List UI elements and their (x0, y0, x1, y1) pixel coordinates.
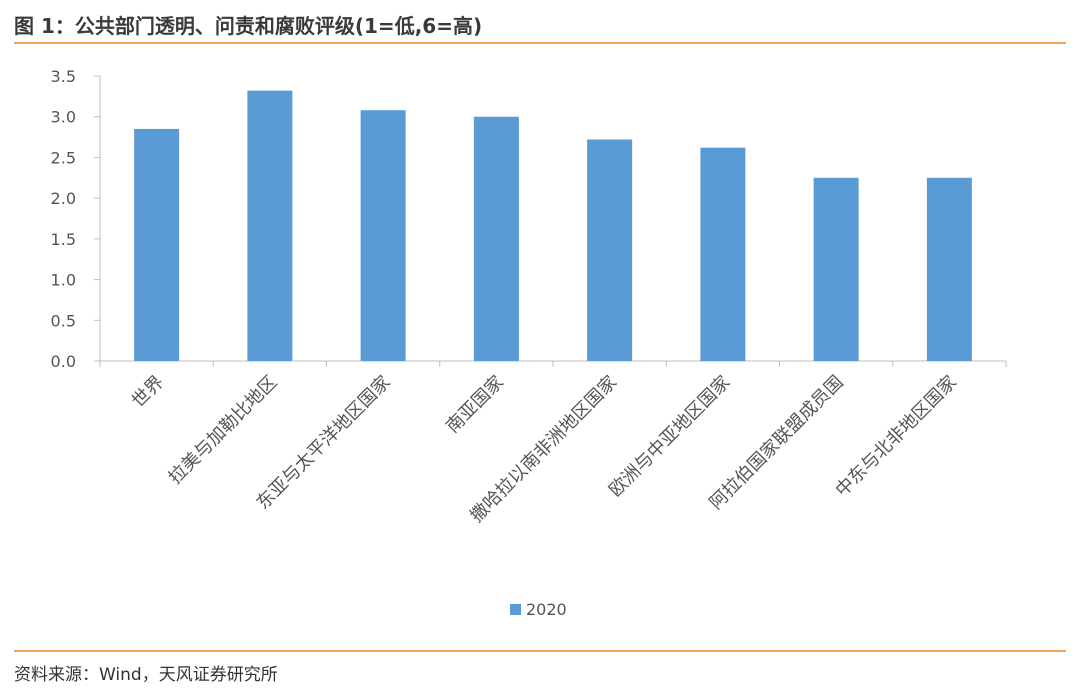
x-category-label: 世界 (128, 372, 168, 412)
y-axis: 0.0 0.5 1.0 1.5 2.0 2.5 3.0 3.5 (51, 67, 101, 371)
y-tick-label: 1.5 (51, 230, 76, 249)
bar (473, 116, 519, 361)
bar (813, 177, 859, 361)
y-tick-label: 3.0 (51, 108, 76, 127)
source-note: 资料来源：Wind，天风证券研究所 (14, 665, 278, 685)
bar (134, 128, 180, 361)
y-tick-label: 0.0 (51, 352, 76, 371)
bar (587, 139, 633, 361)
bar-chart: 0.0 0.5 1.0 1.5 2.0 2.5 3.0 3.5 世界拉美与加勒比地区东亚与太平… (51, 67, 1007, 619)
x-category-label: 南亚国家 (442, 372, 508, 438)
y-tick-label: 2.5 (51, 148, 76, 167)
x-category-label: 中东与北非地区国家 (832, 372, 961, 501)
bar (360, 110, 406, 361)
y-tick-label: 0.5 (51, 311, 76, 330)
x-category-label: 拉美与加勒比地区 (165, 372, 282, 489)
footer-divider (14, 650, 1066, 652)
x-category-label: 欧洲与中亚地区国家 (605, 372, 734, 501)
legend: 2020 (510, 600, 567, 619)
title-divider (14, 42, 1066, 44)
y-tick-label: 1.0 (51, 271, 76, 290)
bar (247, 90, 293, 362)
bar (926, 177, 972, 361)
y-tick-label: 2.0 (51, 189, 76, 208)
bar-series (134, 90, 972, 362)
legend-label: 2020 (526, 600, 567, 619)
figure-title: 图 1：公共部门透明、问责和腐败评级(1=低,6=高) (14, 14, 483, 38)
legend-swatch (510, 604, 521, 615)
bar (700, 147, 746, 361)
y-tick-label: 3.5 (51, 67, 76, 86)
